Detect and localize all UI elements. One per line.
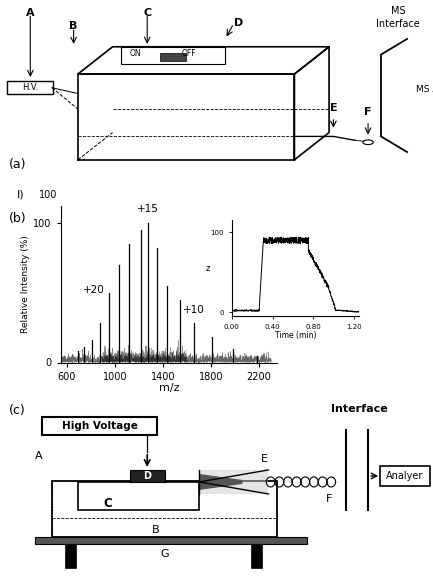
Text: MS: MS (391, 6, 406, 16)
Text: (c): (c) (9, 404, 26, 417)
Text: +20: +20 (84, 285, 105, 295)
Y-axis label: Relative Intensity (%): Relative Intensity (%) (22, 235, 30, 333)
Text: A: A (26, 8, 35, 18)
Text: +15: +15 (137, 204, 159, 214)
Text: F: F (326, 494, 332, 504)
Text: H.V.: H.V. (22, 83, 39, 92)
Text: (a): (a) (9, 158, 26, 172)
Bar (65, 544, 76, 568)
Text: C: C (143, 8, 151, 18)
Text: Interface: Interface (376, 20, 420, 30)
Text: G: G (160, 549, 169, 559)
Text: 100: 100 (39, 190, 57, 200)
Text: MS Analyzer: MS Analyzer (416, 85, 433, 94)
Polygon shape (199, 474, 242, 490)
X-axis label: m/z: m/z (158, 383, 179, 393)
Bar (78, 482, 199, 510)
Text: High Voltage: High Voltage (61, 421, 138, 431)
Bar (160, 53, 186, 61)
Y-axis label: z: z (206, 264, 210, 273)
Text: I): I) (17, 190, 25, 200)
Polygon shape (199, 470, 268, 494)
Text: A: A (35, 451, 43, 461)
Text: E: E (330, 103, 337, 113)
Text: E: E (261, 454, 268, 464)
Bar (251, 544, 262, 568)
X-axis label: Time (min): Time (min) (275, 331, 316, 340)
Bar (130, 470, 165, 482)
Text: C: C (104, 498, 113, 510)
Text: Interface: Interface (331, 404, 388, 414)
Text: D: D (233, 17, 243, 27)
Bar (35, 537, 307, 544)
Text: F: F (364, 107, 372, 117)
Bar (121, 47, 225, 64)
Text: B: B (152, 525, 160, 535)
Text: (b): (b) (9, 212, 26, 224)
Text: +10: +10 (183, 305, 205, 315)
Text: ON: ON (130, 49, 142, 58)
Bar (52, 481, 277, 537)
Text: B: B (69, 21, 78, 31)
Text: OFF: OFF (182, 49, 197, 58)
Text: Analyer: Analyer (386, 471, 423, 481)
Text: D: D (143, 471, 151, 481)
